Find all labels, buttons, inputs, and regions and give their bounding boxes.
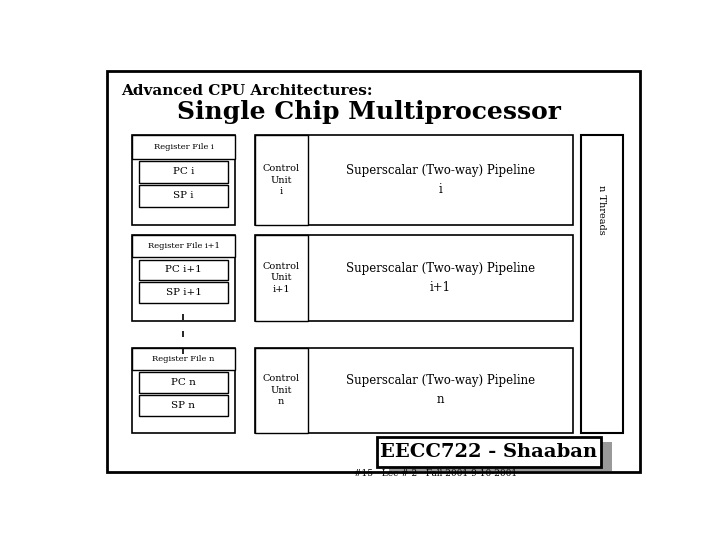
Bar (389, 442, 612, 471)
Text: PC i: PC i (173, 167, 194, 176)
Bar (132, 136, 235, 225)
Text: SP i+1: SP i+1 (166, 288, 202, 298)
Text: #15   Lec # 2   Fall 2001 9-10-2001: #15 Lec # 2 Fall 2001 9-10-2001 (354, 469, 518, 477)
Text: n Threads: n Threads (598, 185, 606, 235)
Text: Control
Unit
i: Control Unit i (263, 164, 300, 197)
Text: Advanced CPU Architectures:: Advanced CPU Architectures: (121, 84, 372, 98)
Bar (581, 136, 623, 433)
Text: Register File i: Register File i (153, 143, 213, 151)
Bar (255, 136, 307, 225)
Bar (138, 260, 228, 280)
Text: Superscalar (Two-way) Pipeline
i: Superscalar (Two-way) Pipeline i (346, 164, 535, 196)
Bar (255, 348, 307, 433)
Bar (138, 395, 228, 416)
Text: Control
Unit
i+1: Control Unit i+1 (263, 261, 300, 294)
Text: SP n: SP n (171, 401, 195, 410)
Text: Superscalar (Two-way) Pipeline
i+1: Superscalar (Two-way) Pipeline i+1 (346, 262, 535, 294)
Bar (138, 282, 228, 303)
Text: Single Chip Multiprocessor: Single Chip Multiprocessor (177, 100, 561, 124)
Text: Control
Unit
n: Control Unit n (263, 374, 300, 407)
Bar (255, 235, 572, 321)
Text: SP i: SP i (174, 191, 194, 200)
Text: Superscalar (Two-way) Pipeline
n: Superscalar (Two-way) Pipeline n (346, 374, 535, 406)
Text: Register File n: Register File n (152, 355, 215, 363)
Text: Register File i+1: Register File i+1 (148, 242, 220, 251)
Bar (132, 235, 235, 321)
Bar (138, 185, 228, 207)
Bar (255, 136, 572, 225)
Text: EECC722 - Shaaban: EECC722 - Shaaban (380, 443, 598, 461)
Text: PC n: PC n (171, 377, 196, 387)
Bar (132, 235, 235, 258)
Bar (138, 372, 228, 393)
Bar (132, 348, 235, 433)
Bar (138, 161, 228, 183)
Bar (132, 348, 235, 370)
Text: PC i+1: PC i+1 (165, 266, 202, 274)
Bar (255, 235, 307, 321)
Bar (377, 437, 600, 467)
Bar (132, 136, 235, 159)
Bar (255, 348, 572, 433)
